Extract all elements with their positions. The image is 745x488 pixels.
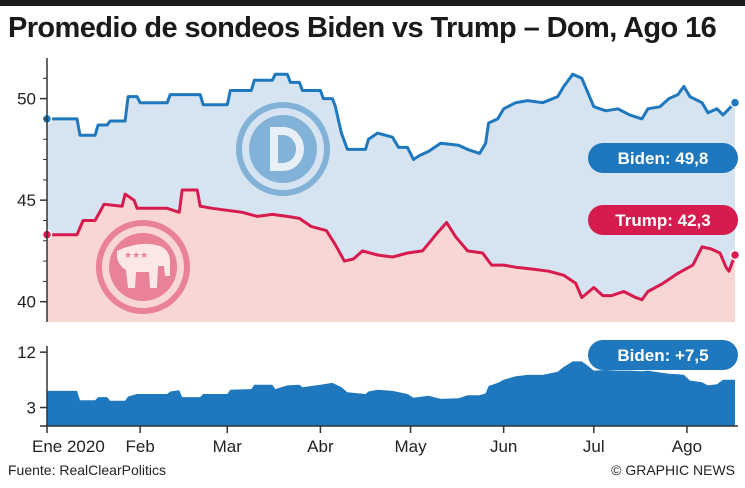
biden-badge: Biden: 49,8 [588, 143, 738, 173]
y-tick-label: 45 [17, 191, 36, 210]
biden-end-point [729, 97, 741, 108]
y-tick-label: 50 [17, 90, 36, 109]
lead-y-tick-label: 12 [17, 343, 36, 362]
lead-chart: 12 3 [17, 343, 738, 427]
main-y-axis: 50 45 40 [17, 77, 47, 312]
svg-text:★★★: ★★★ [124, 251, 148, 261]
credit-note: © GRAPHIC NEWS [611, 462, 735, 478]
lead-area [47, 361, 735, 426]
lead-badge: Biden: +7,5 [588, 340, 738, 370]
lead-y-axis: 12 3 [17, 343, 47, 418]
lead-badge-label: Biden: +7,5 [617, 346, 708, 365]
biden-badge-label: Biden: 49,8 [618, 149, 709, 168]
x-tick-label: Abr [307, 437, 334, 456]
republican-logo: ★★★ [96, 220, 190, 314]
biden-line [47, 72, 737, 161]
source-note: Fuente: RealClearPolitics [8, 462, 166, 478]
trump-end-point [729, 249, 741, 261]
main-chart: ★★★ 50 45 40 [17, 58, 741, 322]
trump-area [47, 190, 735, 322]
democrat-logo [236, 102, 330, 196]
trump-badge-label: Trump: 42,3 [615, 211, 710, 230]
x-tick-label: Ene 2020 [32, 437, 105, 456]
chart-title: Promedio de sondeos Biden vs Trump – Dom… [8, 12, 717, 44]
y-tick-label: 40 [17, 293, 36, 312]
x-tick-label: Feb [125, 437, 154, 456]
x-tick-label: Jun [490, 437, 517, 456]
lead-y-tick-label: 3 [27, 399, 36, 418]
x-axis-ticks: Ene 2020 Feb Mar Abr May Jun Jul Ago [32, 426, 702, 456]
trump-line [47, 188, 737, 302]
trump-badge: Trump: 42,3 [588, 205, 738, 235]
x-tick-label: May [394, 437, 427, 456]
x-tick-label: Jul [583, 437, 605, 456]
x-tick-label: Ago [672, 437, 702, 456]
x-tick-label: Mar [213, 437, 243, 456]
top-rule [0, 0, 745, 6]
